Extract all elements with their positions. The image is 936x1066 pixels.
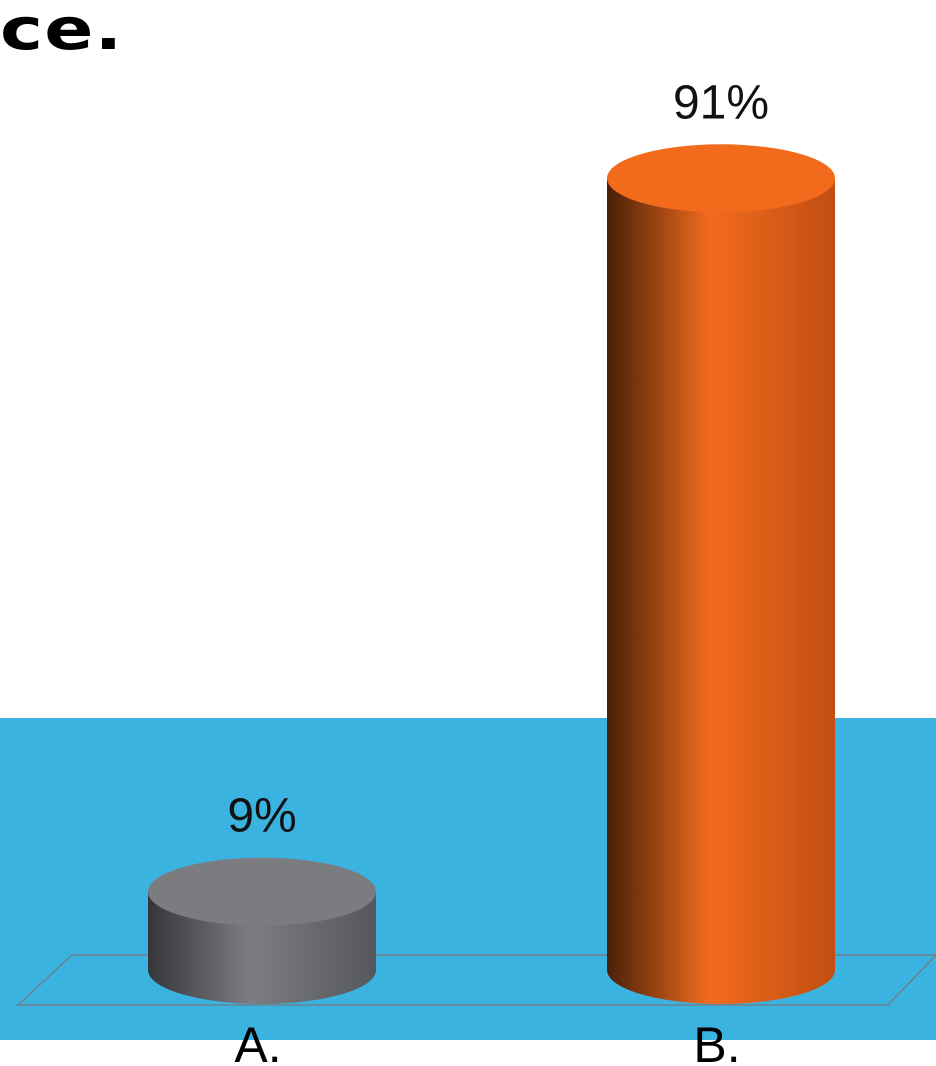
category-label: A. [234,1017,281,1066]
bar-top-cap [148,857,376,926]
title-fragment: ce. [0,0,124,63]
bar-top-cap [607,144,835,213]
bars-layer [148,144,835,1005]
floor-plane-outline [16,954,936,1006]
labels-layer: 9% A. 91% B. [227,76,769,1066]
bar-a [148,857,376,1004]
bar-body [607,178,835,1005]
floor-plane [16,954,936,1006]
category-label: B. [693,1017,740,1066]
value-label: 91% [673,76,769,129]
bar-b [607,144,835,1005]
value-label: 9% [227,790,296,843]
